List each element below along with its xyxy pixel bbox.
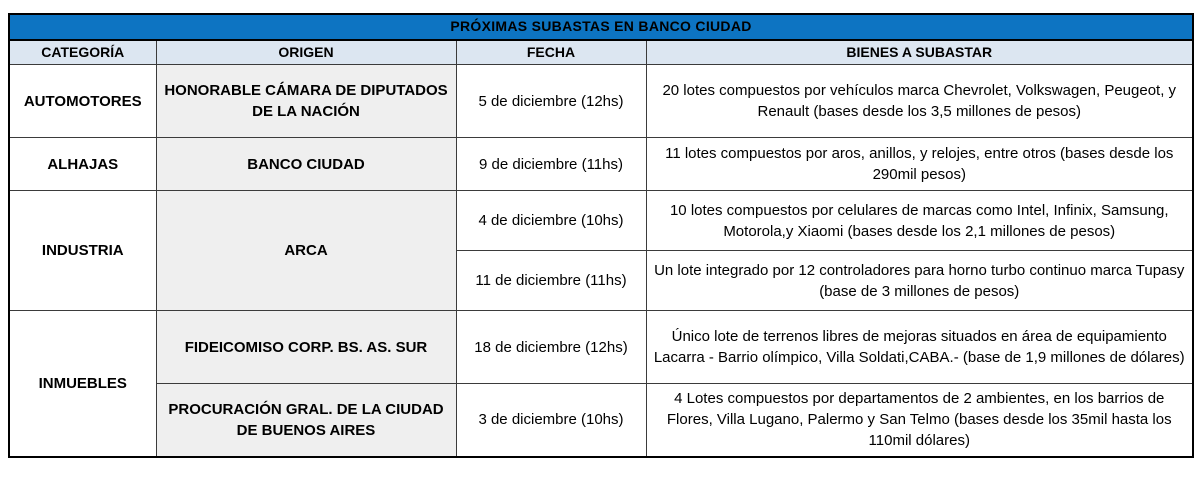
cell-origen: PROCURACIÓN GRAL. DE LA CIUDAD DE BUENOS… xyxy=(155,383,457,457)
cell-bienes: Un lote integrado por 12 controladores p… xyxy=(645,250,1194,311)
cell-fecha: 11 de diciembre (11hs) xyxy=(455,250,647,311)
cell-bienes: Único lote de terrenos libres de mejoras… xyxy=(645,310,1194,384)
column-header-fecha: FECHA xyxy=(455,39,647,65)
table-row-alhajas: ALHAJAS BANCO CIUDAD 9 de diciembre (11h… xyxy=(8,137,1194,191)
table-row-industria-1: INDUSTRIA ARCA 4 de diciembre (10hs) 10 … xyxy=(8,190,1194,311)
table-title: PRÓXIMAS SUBASTAS EN BANCO CIUDAD xyxy=(8,13,1194,41)
table-title-row: PRÓXIMAS SUBASTAS EN BANCO CIUDAD xyxy=(8,13,1194,41)
cell-fecha: 18 de diciembre (12hs) xyxy=(455,310,647,384)
column-header-row: CATEGORÍA ORIGEN FECHA BIENES A SUBASTAR xyxy=(8,39,1194,65)
auction-table: PRÓXIMAS SUBASTAS EN BANCO CIUDAD CATEGO… xyxy=(8,13,1195,458)
column-header-bienes: BIENES A SUBASTAR xyxy=(645,39,1194,65)
cell-fecha: 3 de diciembre (10hs) xyxy=(455,383,647,457)
cell-origen: ARCA xyxy=(155,190,457,311)
cell-bienes: 4 Lotes compuestos por departamentos de … xyxy=(645,383,1194,457)
cell-categoria: INMUEBLES xyxy=(8,310,157,457)
cell-categoria: AUTOMOTORES xyxy=(8,64,157,138)
cell-bienes: 10 lotes compuestos por celulares de mar… xyxy=(645,190,1194,251)
table-row-inmuebles-2: PROCURACIÓN GRAL. DE LA CIUDAD DE BUENOS… xyxy=(9,383,1194,457)
cell-bienes: 11 lotes compuestos por aros, anillos, y… xyxy=(645,137,1194,191)
cell-fecha: 9 de diciembre (11hs) xyxy=(455,137,647,191)
table-row-automotores: AUTOMOTORES HONORABLE CÁMARA DE DIPUTADO… xyxy=(8,64,1194,138)
column-header-origen: ORIGEN xyxy=(155,39,457,65)
cell-origen: BANCO CIUDAD xyxy=(155,137,457,191)
table-row-industria-2: 11 de diciembre (11hs) Un lote integrado… xyxy=(9,250,1194,311)
cell-bienes: 20 lotes compuestos por vehículos marca … xyxy=(645,64,1194,138)
cell-categoria: INDUSTRIA xyxy=(8,190,157,311)
cell-origen: HONORABLE CÁMARA DE DIPUTADOS DE LA NACI… xyxy=(155,64,457,138)
cell-fecha: 5 de diciembre (12hs) xyxy=(455,64,647,138)
table-row-inmuebles-1: INMUEBLES FIDEICOMISO CORP. BS. AS. SUR … xyxy=(8,310,1194,457)
cell-categoria: ALHAJAS xyxy=(8,137,157,191)
cell-fecha: 4 de diciembre (10hs) xyxy=(455,190,647,251)
column-header-categoria: CATEGORÍA xyxy=(8,39,157,65)
cell-origen: FIDEICOMISO CORP. BS. AS. SUR xyxy=(155,310,457,384)
